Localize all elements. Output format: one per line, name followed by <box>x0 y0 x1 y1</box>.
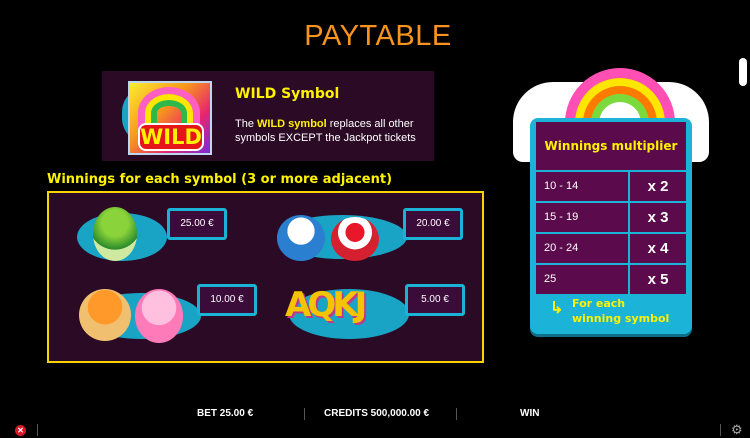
card-letters-icon: AQKJ <box>285 285 367 325</box>
divider <box>456 408 457 420</box>
page-title: PAYTABLE <box>304 20 452 52</box>
multiplier-row: 15 - 19 x 3 <box>536 202 686 233</box>
divider <box>304 408 305 420</box>
pink-cupcake-icon <box>135 289 183 343</box>
close-icon[interactable]: ✕ <box>15 425 26 436</box>
range: 25 <box>544 273 557 285</box>
divider <box>720 424 721 436</box>
green-cupcake-icon <box>93 207 137 261</box>
gear-icon[interactable]: ⚙ <box>731 422 743 437</box>
symbols-panel: 25.00 € 20.00 € 10.00 € AQKJ 5.00 € <box>47 191 484 363</box>
multiplier: x 4 <box>628 234 686 264</box>
rainbow-icon <box>138 87 200 139</box>
range: 15 - 19 <box>544 211 579 223</box>
multiplier-heading: Winnings multiplier <box>536 122 686 170</box>
symbol-value: 20.00 € <box>403 208 463 240</box>
wild-symbol-icon: WILD <box>128 81 212 155</box>
win-display: WIN <box>520 408 540 419</box>
wild-symbol-panel: WILD WILD Symbol The WILD symbol replace… <box>102 71 434 161</box>
multiplier-footer: For each winning symbol <box>572 296 669 326</box>
wild-icon-label: WILD <box>138 123 204 151</box>
desc-text: The <box>235 118 258 130</box>
wild-description: The WILD symbol replaces all other symbo… <box>235 117 425 145</box>
divider <box>37 424 38 436</box>
decorative-blob <box>289 289 409 339</box>
red-cupcake-icon <box>331 217 379 261</box>
multiplier: x 2 <box>628 172 686 202</box>
footer-line: For each <box>572 297 626 310</box>
multiplier-panel: Winnings multiplier 10 - 14 x 2 15 - 19 x … <box>530 118 692 334</box>
desc-text: replaces all other symbols EXCEPT the Ja… <box>235 118 416 144</box>
multiplier-row: 20 - 24 x 4 <box>536 233 686 264</box>
symbol-value: 25.00 € <box>167 208 227 240</box>
footer-line: winning symbol <box>572 312 670 325</box>
symbol-value: 10.00 € <box>197 284 257 316</box>
wild-heading: WILD Symbol <box>235 86 340 102</box>
orange-cupcake-icon <box>79 289 131 341</box>
multiplier-row: 25 x 5 <box>536 264 686 295</box>
multiplier: x 5 <box>628 265 686 295</box>
range: 10 - 14 <box>544 180 579 192</box>
blue-cupcake-icon <box>277 215 325 261</box>
multiplier: x 3 <box>628 203 686 233</box>
symbol-value: 5.00 € <box>405 284 465 316</box>
credits-display: CREDITS 500,000.00 € <box>324 408 430 419</box>
symbols-heading: Winnings for each symbol (3 or more adja… <box>47 172 393 187</box>
range: 20 - 24 <box>544 242 579 254</box>
arrow-icon: ↳ <box>550 300 564 317</box>
bet-display: BET 25.00 € <box>197 408 254 419</box>
multiplier-row: 10 - 14 x 2 <box>536 171 686 202</box>
scrollbar-thumb[interactable] <box>739 58 747 86</box>
desc-highlight: WILD symbol <box>257 118 327 130</box>
